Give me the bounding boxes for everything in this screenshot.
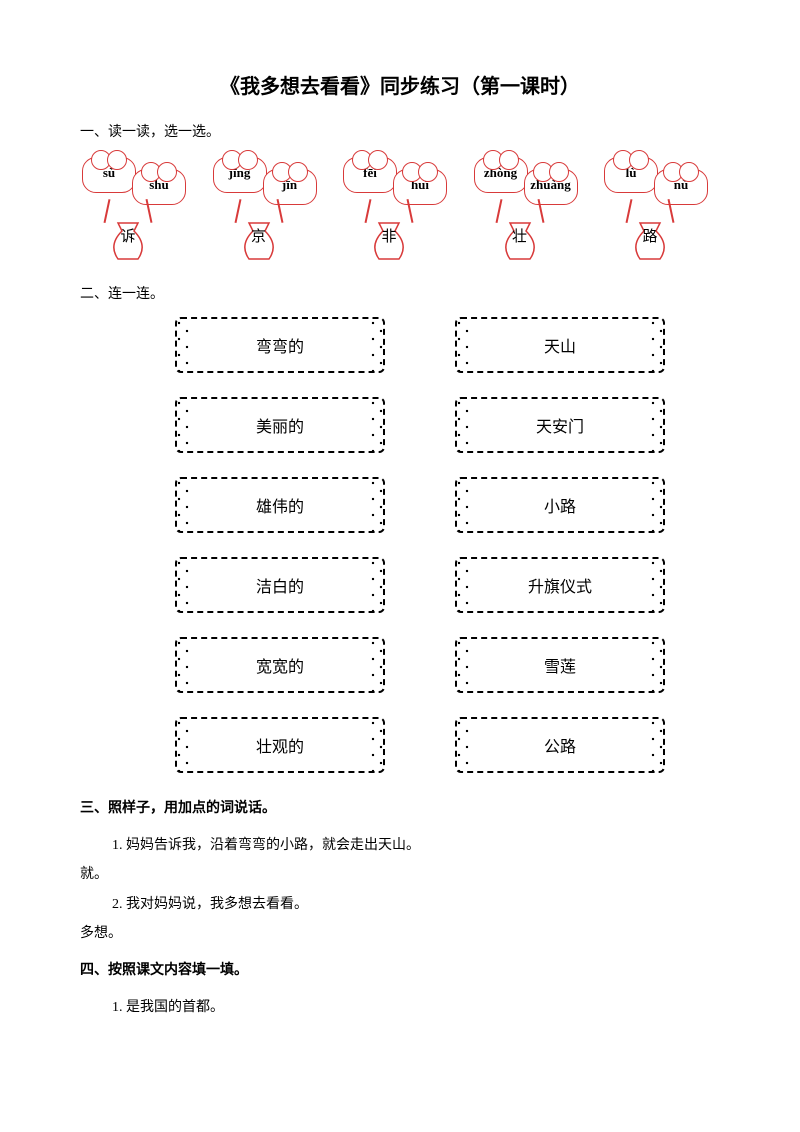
match-left-item[interactable]: 洁白的: [175, 557, 385, 613]
match-right-item[interactable]: 小路: [455, 477, 665, 533]
page-title: 《我多想去看看》同步练习（第一课时）: [80, 70, 720, 99]
pinyin-item: sùshù 诉: [84, 155, 194, 265]
character-label: 路: [606, 225, 694, 246]
section3-heading: 三、照样子，用加点的词说话。: [80, 797, 720, 817]
match-left-item[interactable]: 弯弯的: [175, 317, 385, 373]
pinyin-item: lùnù 路: [606, 155, 716, 265]
character-label: 非: [345, 225, 433, 246]
match-left-item[interactable]: 美丽的: [175, 397, 385, 453]
section2-heading: 二、连一连。: [80, 283, 720, 303]
s3-line2: 2. 我对妈妈说，我多想去看看。: [80, 890, 720, 919]
pinyin-item: zhòngzhuàng 壮: [476, 155, 586, 265]
pinyin-option-left[interactable]: fēi: [343, 157, 397, 193]
s3-line1: 1. 妈妈告诉我，沿着弯弯的小路，就会走出天山。: [80, 831, 720, 860]
character-label: 京: [215, 225, 303, 246]
pinyin-option-right[interactable]: nù: [654, 169, 708, 205]
pinyin-option-right[interactable]: zhuàng: [524, 169, 578, 205]
pinyin-item: jīngjīn 京: [215, 155, 325, 265]
s4-line1: 1. 是我国的首都。: [80, 993, 720, 1022]
worksheet-page: 《我多想去看看》同步练习（第一课时） 一、读一读，选一选。 sùshù 诉 jīng…: [0, 0, 800, 1062]
pinyin-option-left[interactable]: jīng: [213, 157, 267, 193]
pinyin-option-left[interactable]: sù: [82, 157, 136, 193]
character-label: 诉: [84, 225, 172, 246]
pinyin-option-right[interactable]: jīn: [263, 169, 317, 205]
match-left-item[interactable]: 宽宽的: [175, 637, 385, 693]
pinyin-row: sùshù 诉 jīngjīn 京 fēihuī 非 zhòngzhuàng 壮 lùnù 路: [80, 155, 720, 265]
section4-heading: 四、按照课文内容填一填。: [80, 959, 720, 979]
match-right-item[interactable]: 公路: [455, 717, 665, 773]
pinyin-option-left[interactable]: zhòng: [474, 157, 528, 193]
s3-ans1: 就。: [80, 860, 720, 889]
pinyin-option-left[interactable]: lù: [604, 157, 658, 193]
match-right-item[interactable]: 天安门: [455, 397, 665, 453]
match-grid: 弯弯的 天山美丽的 天安门雄伟的 小路洁白的 升旗仪式宽宽的 雪莲壮观的 公路: [120, 317, 720, 773]
pinyin-option-right[interactable]: shù: [132, 169, 186, 205]
match-left-item[interactable]: 壮观的: [175, 717, 385, 773]
pinyin-option-right[interactable]: huī: [393, 169, 447, 205]
match-right-item[interactable]: 雪莲: [455, 637, 665, 693]
s3-ans2: 多想。: [80, 919, 720, 948]
section1-heading: 一、读一读，选一选。: [80, 121, 720, 141]
pinyin-item: fēihuī 非: [345, 155, 455, 265]
match-right-item[interactable]: 天山: [455, 317, 665, 373]
character-label: 壮: [476, 225, 564, 246]
match-right-item[interactable]: 升旗仪式: [455, 557, 665, 613]
match-left-item[interactable]: 雄伟的: [175, 477, 385, 533]
